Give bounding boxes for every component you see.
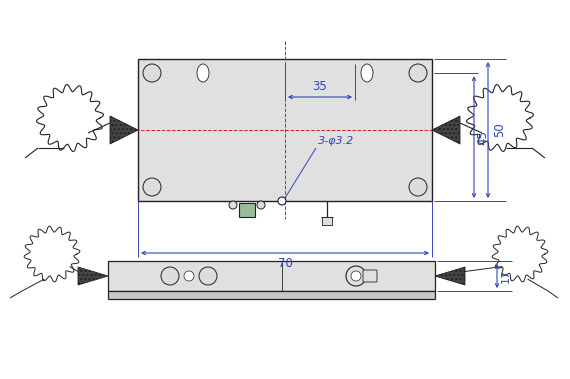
Bar [322,217,332,225]
Text: 45: 45 [476,130,489,144]
Text: 70: 70 [278,257,292,270]
Circle shape [143,178,161,196]
Text: 17: 17 [501,269,511,283]
Circle shape [409,178,427,196]
Text: 50: 50 [493,123,506,137]
Circle shape [184,271,194,281]
Circle shape [199,267,217,285]
Circle shape [143,64,161,82]
Polygon shape [432,116,460,144]
Circle shape [278,197,286,205]
Polygon shape [78,267,108,285]
Circle shape [161,267,179,285]
Ellipse shape [361,64,373,82]
Circle shape [346,266,366,286]
Circle shape [229,201,237,209]
FancyBboxPatch shape [363,270,377,282]
Circle shape [409,64,427,82]
Text: 3-φ3.2: 3-φ3.2 [318,136,354,146]
Circle shape [351,271,361,281]
Text: 35: 35 [312,80,327,93]
Bar [239,203,255,217]
Ellipse shape [197,64,209,82]
Polygon shape [110,116,138,144]
Polygon shape [435,267,465,285]
Circle shape [257,201,265,209]
Bar [108,261,435,291]
Bar [108,291,435,299]
Bar [138,59,432,201]
